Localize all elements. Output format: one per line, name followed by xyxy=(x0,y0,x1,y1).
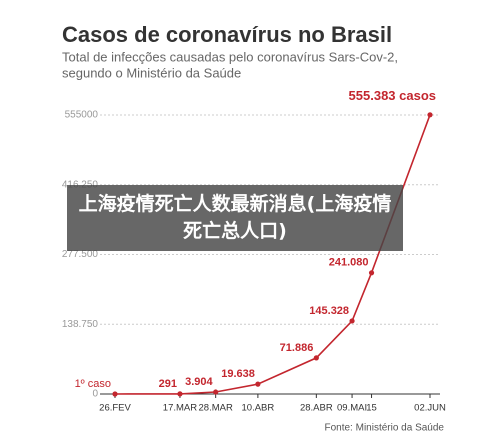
x-tick-label: 10.ABR xyxy=(242,403,275,414)
banner: 上海疫情死亡人数最新消息(上海疫情死亡总人口) xyxy=(67,185,403,251)
x-tick-label: 28.ABR xyxy=(300,403,333,414)
x-tick-label: 15 xyxy=(366,403,377,414)
point xyxy=(213,389,219,395)
value-label: 19.638 xyxy=(221,368,255,380)
subtitle: segundo o Ministério da Saúde xyxy=(62,65,241,80)
chart-title: Casos de coronavírus no Brasil xyxy=(62,22,392,47)
point xyxy=(349,318,355,324)
x-tick-label: 28.MAR xyxy=(199,403,233,414)
x-tick-label: 26.FEV xyxy=(99,403,131,414)
subtitle: Total de infecções causadas pelo coronav… xyxy=(62,49,398,64)
value-label: 291 xyxy=(159,378,177,390)
value-label: 145.328 xyxy=(309,305,349,317)
y-tick-label: 555000 xyxy=(65,110,99,121)
y-tick-label: 277.500 xyxy=(62,249,99,260)
point xyxy=(112,391,118,397)
value-label: 3.904 xyxy=(185,376,213,388)
line xyxy=(114,114,431,395)
point xyxy=(368,270,375,276)
y-tick-label: 0 xyxy=(92,389,98,400)
y-tick-label: 138.750 xyxy=(62,319,99,330)
value-label: 555.383 casos xyxy=(349,88,436,103)
source: Fonte: Ministério da Saúde xyxy=(324,423,444,434)
value-label: 71.886 xyxy=(280,342,314,354)
value-label: 241.080 xyxy=(329,257,369,269)
point xyxy=(255,381,261,387)
x-tick-label: 09.MAI xyxy=(337,403,367,414)
x-tick-label: 17.MAR xyxy=(163,403,197,414)
point xyxy=(177,391,183,397)
value-label: 1º caso xyxy=(75,378,111,390)
x-tick-label: 02.JUN xyxy=(414,403,446,414)
point xyxy=(427,112,433,118)
point xyxy=(313,355,319,361)
y-tick-label: 416.250 xyxy=(62,179,99,190)
